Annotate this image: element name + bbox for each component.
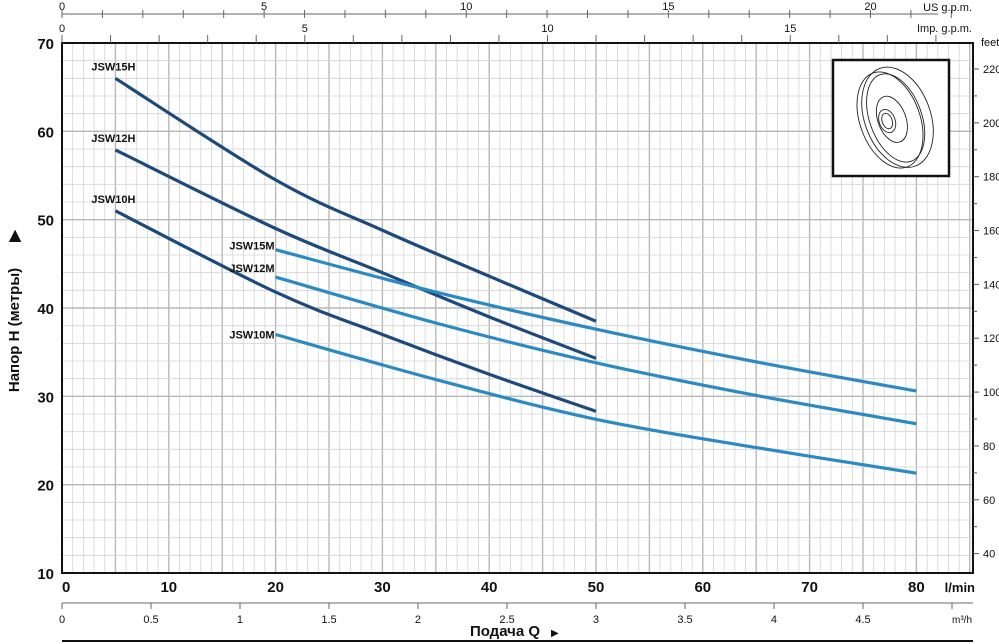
y-tick-label: 30 [37,389,54,406]
x-tick-label: 10 [160,579,177,596]
labels: JSW15H JSW12H JSW10H JSW15M JSW12M JSW10M [91,61,274,341]
series-label-jsw12h: JSW12H [91,133,135,145]
feet-tick-label: 160 [983,226,999,238]
x-tick-label: 50 [588,579,605,596]
series-label-jsw10m: JSW10M [229,330,274,342]
imp-gpm-tick-label: 10 [541,23,553,35]
x-tick-label: 40 [481,579,498,596]
x-axis-arrow-icon: ▶ [551,628,559,639]
us-gpm-tick-label: 10 [460,1,472,13]
feet-unit-label: feet [981,37,999,49]
x-tick-label: 0 [62,579,70,596]
m3h-tick-label: 1.5 [321,614,336,626]
y-tick-label: 20 [37,478,54,495]
curve-jsw15h [114,76,597,323]
feet-tick-label: 220 [983,64,999,76]
m3h-tick-label: 3 [593,614,599,626]
m3h-tick-label: 1 [237,614,243,626]
m3h-tick-label: 3.5 [677,614,692,626]
feet-tick-label: 200 [983,118,999,130]
feet-tick-label: 80 [983,441,995,453]
plot-frame [61,42,974,574]
y-axis-arrow-icon: ▶ [6,229,23,243]
y-tick-label: 10 [37,566,54,583]
x-tick-label: 70 [801,579,818,596]
curve-jsw12h [114,148,597,360]
imp-gpm-tick-label: 5 [302,23,308,35]
series-label-jsw15h: JSW15H [91,61,135,73]
x-axis-title: Подача Q [470,623,540,640]
x-tick-label: 60 [694,579,711,596]
feet-tick-label: 180 [983,172,999,184]
impeller-illustration [831,58,951,178]
x-tick-label: 30 [374,579,391,596]
x-tick-label: 80 [908,579,925,596]
feet-tick-label: 140 [983,279,999,291]
m3h-unit-label: m³/h [952,615,972,626]
feet-tick-label: 100 [983,387,999,399]
us-gpm-tick-label: 0 [59,1,65,13]
y-tick-label: 60 [37,124,54,141]
series-label-jsw15m: JSW15M [229,241,274,253]
x-unit-label: l/min [945,580,975,595]
m3h-tick-label: 2.5 [499,614,514,626]
imp-gpm-tick-label: 0 [59,23,65,35]
x-tick-label: 20 [267,579,284,596]
curve-jsw10m [275,332,917,475]
feet-tick-label: 40 [983,549,995,561]
feet-tick-label: 60 [983,495,995,507]
curve-jsw12m [275,275,917,426]
us-gpm-tick-label: 5 [261,1,267,13]
us-gpm-tick-label: 15 [662,1,674,13]
y-tick-label: 50 [37,213,54,230]
curves [114,76,917,475]
us-gpm-tick-label: 20 [864,1,876,13]
feet-tick-label: 120 [983,333,999,345]
grid [62,43,973,573]
m3h-tick-label: 4 [771,614,777,626]
y-tick-label: 40 [37,301,54,318]
series-label-jsw10h: JSW10H [91,194,135,206]
imp-gpm-tick-label: 15 [784,23,796,35]
curve-jsw15m [275,248,917,393]
m3h-tick-label: 0 [59,614,65,626]
m3h-tick-label: 4.5 [855,614,870,626]
curve-jsw10h [114,209,597,413]
y-tick-label: 70 [37,36,54,53]
imp-gpm-unit-label: Imp. g.p.m. [917,23,972,35]
m3h-tick-label: 0.5 [143,614,158,626]
m3h-tick-label: 2 [415,614,421,626]
series-label-jsw12m: JSW12M [229,263,274,275]
y-axis-title: Напор H (метры) [6,268,23,392]
us-gpm-unit-label: US g.p.m. [923,2,972,14]
